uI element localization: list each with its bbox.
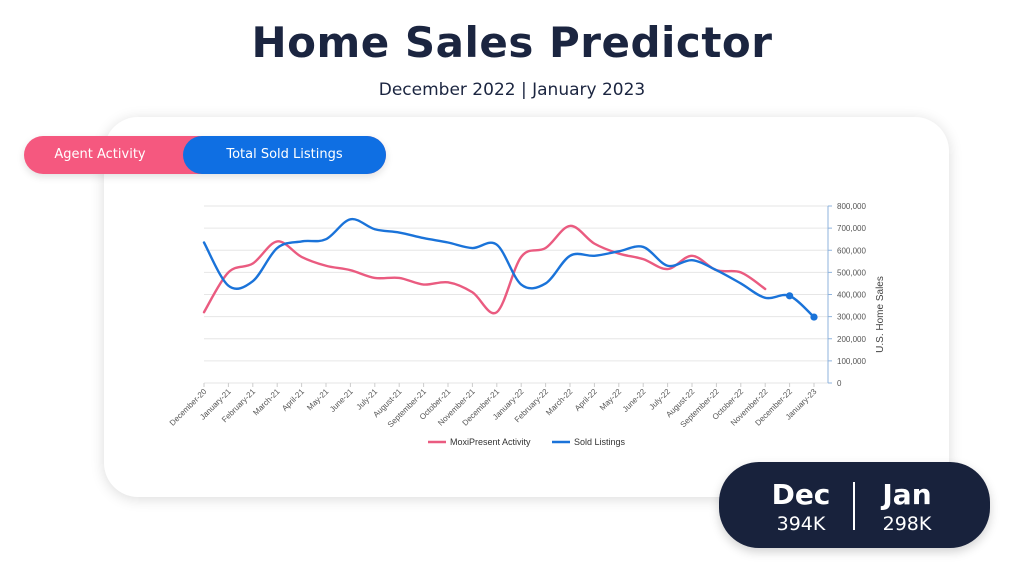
january-label: Jan bbox=[882, 478, 932, 511]
prediction-marker bbox=[786, 292, 794, 300]
prediction-marker bbox=[810, 313, 818, 321]
legend-label: MoxiPresent Activity bbox=[450, 437, 531, 447]
y-axis-label: U.S. Home Sales bbox=[875, 276, 886, 353]
summary-divider bbox=[853, 482, 855, 530]
y-tick-label: 600,000 bbox=[837, 246, 866, 255]
december-label: Dec bbox=[771, 478, 831, 511]
y-tick-label: 100,000 bbox=[837, 357, 866, 366]
legend-label: Sold Listings bbox=[574, 437, 626, 447]
agent-activity-tab[interactable]: Agent Activity bbox=[54, 147, 146, 162]
y-tick-label: 200,000 bbox=[837, 335, 866, 344]
january-value: 298K bbox=[882, 513, 932, 535]
x-tick-label: June-21 bbox=[328, 387, 355, 414]
x-tick-label: May-22 bbox=[598, 387, 624, 413]
page-title: Home Sales Predictor bbox=[251, 18, 773, 67]
y-tick-label: 0 bbox=[837, 379, 842, 388]
chart-card bbox=[104, 117, 949, 497]
december-value: 394K bbox=[776, 513, 826, 535]
x-tick-label: April-22 bbox=[573, 387, 599, 413]
x-tick-label: March-22 bbox=[544, 387, 575, 418]
y-tick-label: 400,000 bbox=[837, 291, 866, 300]
x-tick-label: March-21 bbox=[251, 387, 282, 418]
december-summary: Dec 394K bbox=[741, 462, 861, 535]
y-tick-label: 700,000 bbox=[837, 224, 866, 233]
x-tick-label: May-21 bbox=[305, 387, 331, 413]
x-tick-label: June-22 bbox=[621, 387, 648, 414]
series-line-sold-listings bbox=[202, 217, 816, 319]
y-tick-label: 300,000 bbox=[837, 313, 866, 322]
series-line-moxipresent-activity bbox=[202, 224, 767, 315]
y-tick-label: 800,000 bbox=[837, 202, 866, 211]
x-tick-label: April-21 bbox=[280, 387, 306, 413]
y-tick-label: 500,000 bbox=[837, 268, 866, 277]
x-tick-label: December-20 bbox=[168, 387, 209, 428]
january-summary: Jan 298K bbox=[847, 462, 967, 535]
total-sold-listings-tab[interactable]: Total Sold Listings bbox=[183, 136, 386, 174]
view-toggle: Agent Activity Total Sold Listings bbox=[24, 136, 386, 174]
prediction-summary: Dec 394K Jan 298K bbox=[719, 462, 990, 548]
date-range-subtitle: December 2022 | January 2023 bbox=[378, 80, 646, 100]
